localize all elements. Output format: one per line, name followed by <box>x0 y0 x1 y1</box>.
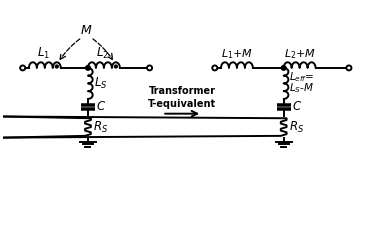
Text: $L_S$-$M$: $L_S$-$M$ <box>289 81 314 95</box>
Circle shape <box>346 66 351 70</box>
Text: $R_S$: $R_S$ <box>93 119 109 135</box>
Text: $M$: $M$ <box>80 24 92 37</box>
Circle shape <box>281 66 286 70</box>
Circle shape <box>55 65 58 68</box>
Text: $L_1$+$M$: $L_1$+$M$ <box>221 47 253 61</box>
Circle shape <box>86 66 90 70</box>
Circle shape <box>147 66 152 70</box>
Text: $L_{eff}$=: $L_{eff}$= <box>289 70 314 84</box>
Text: $L_2$: $L_2$ <box>96 46 109 61</box>
Text: Transformer
T-equivalent: Transformer T-equivalent <box>148 86 216 109</box>
Text: $L_1$: $L_1$ <box>37 46 50 61</box>
Text: $C$: $C$ <box>292 100 302 113</box>
Circle shape <box>114 65 117 68</box>
Text: $L_2$+$M$: $L_2$+$M$ <box>284 47 316 61</box>
Circle shape <box>20 66 25 70</box>
Text: $C$: $C$ <box>96 100 106 113</box>
Text: $L_S$: $L_S$ <box>94 76 107 91</box>
Circle shape <box>212 66 217 70</box>
Text: $R_S$: $R_S$ <box>289 119 304 135</box>
